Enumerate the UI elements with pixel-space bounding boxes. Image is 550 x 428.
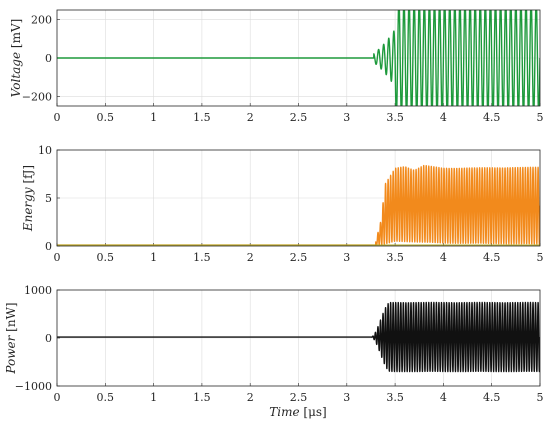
energy-y-tick-label: 5: [45, 192, 52, 205]
energy-x-tick-label: 2.5: [290, 251, 308, 264]
voltage-x-tick-label: 4.5: [483, 111, 501, 124]
energy-y-tick-label: 10: [38, 144, 52, 157]
voltage-y-tick-labels: 200 0 −200: [22, 14, 52, 104]
energy-y-tick-labels: 10 5 0: [38, 144, 52, 253]
power-x-tick-label: 4.5: [483, 391, 501, 404]
power-x-tick-label: 1: [150, 391, 157, 404]
voltage-y-label-name: Voltage: [9, 52, 23, 97]
voltage-series-line-0: [57, 10, 540, 106]
power-series: [57, 301, 540, 373]
voltage-x-tick-label: 0: [54, 111, 61, 124]
energy-y-label: Energy [fJ]: [21, 165, 35, 232]
power-x-tick-label: 2: [247, 391, 254, 404]
power-y-tick-label: −1000: [15, 380, 52, 393]
power-y-tick-labels: 1000 0 −1000: [15, 284, 52, 393]
time-x-label-name: Time: [269, 405, 299, 419]
energy-x-tick-label: 4: [440, 251, 447, 264]
voltage-x-tick-label: 3: [343, 111, 350, 124]
voltage-y-label-unit: [mV]: [9, 19, 23, 48]
voltage-y-tick-label: 0: [45, 52, 52, 65]
power-y-label-name: Power: [4, 334, 18, 374]
power-x-tick-label: 4: [440, 391, 447, 404]
voltage-x-tick-label: 2.5: [290, 111, 308, 124]
energy-x-tick-label: 5: [537, 251, 544, 264]
voltage-y-tick-label: −200: [22, 90, 52, 103]
power-axes-box: [56, 289, 541, 387]
energy-axes-box: [56, 149, 541, 247]
power-series-line-0: [57, 301, 540, 373]
energy-x-tick-label: 0.5: [97, 251, 115, 264]
energy-y-label-name: Energy: [21, 187, 35, 232]
energy-x-tick-label: 4.5: [483, 251, 501, 264]
energy-series: [57, 164, 540, 246]
voltage-x-tick-label: 4: [440, 111, 447, 124]
power-y-label-unit: [nW]: [4, 302, 18, 331]
power-y-tick-label: 1000: [24, 284, 52, 297]
power-x-tick-label: 3: [343, 391, 350, 404]
energy-x-tick-label: 2: [247, 251, 254, 264]
voltage-x-tick-label: 1: [150, 111, 157, 124]
energy-y-label-unit: [fJ]: [21, 165, 35, 184]
power-x-tick-label: 0.5: [97, 391, 115, 404]
voltage-axes-box: [56, 9, 541, 107]
power-y-tick-label: 0: [45, 332, 52, 345]
energy-y-tick-label: 0: [45, 240, 52, 253]
energy-x-tick-label: 0: [54, 251, 61, 264]
energy-x-tick-labels: 0 0.5 1 1.5 2 2.5 3 3.5 4 4.5 5: [54, 251, 544, 264]
power-x-tick-label: 2.5: [290, 391, 308, 404]
power-x-tick-labels: 0 0.5 1 1.5 2 2.5 3 3.5 4 4.5 5: [54, 391, 544, 404]
voltage-x-tick-label: 1.5: [193, 111, 211, 124]
power-y-label: Power [nW]: [4, 302, 18, 374]
time-x-label-unit: [μs]: [303, 405, 326, 419]
energy-panel: 0 0.5 1 1.5 2 2.5 3 3.5 4 4.5 5 10 5 0 Energy [fJ]: [21, 144, 544, 264]
energy-x-tick-label: 3: [343, 251, 350, 264]
voltage-x-tick-label: 2: [247, 111, 254, 124]
time-x-label: Time [μs]: [269, 405, 326, 419]
voltage-x-tick-label: 5: [537, 111, 544, 124]
voltage-x-tick-label: 3.5: [386, 111, 404, 124]
power-x-tick-label: 0: [54, 391, 61, 404]
power-x-tick-label: 1.5: [193, 391, 211, 404]
power-x-tick-label: 5: [537, 391, 544, 404]
voltage-x-tick-labels: 0 0.5 1 1.5 2 2.5 3 3.5 4 4.5 5: [54, 111, 544, 124]
voltage-y-label: Voltage [mV]: [9, 19, 23, 98]
energy-x-tick-label: 3.5: [386, 251, 404, 264]
voltage-x-tick-label: 0.5: [97, 111, 115, 124]
energy-x-tick-label: 1: [150, 251, 157, 264]
voltage-y-tick-label: 200: [31, 14, 52, 27]
power-x-tick-label: 3.5: [386, 391, 404, 404]
energy-x-tick-label: 1.5: [193, 251, 211, 264]
voltage-series: [57, 10, 540, 106]
